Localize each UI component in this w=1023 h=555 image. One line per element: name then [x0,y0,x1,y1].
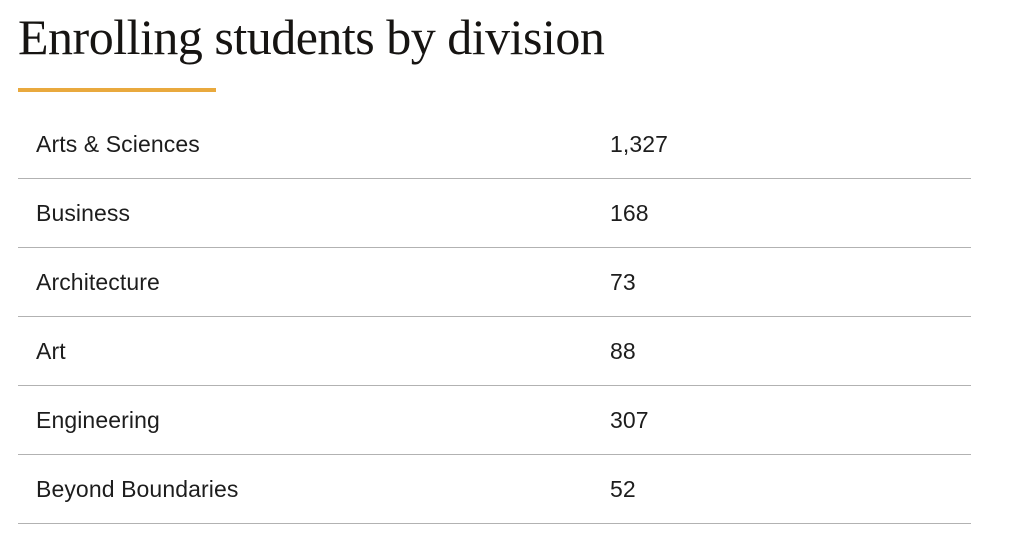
division-label: Business [36,199,131,226]
title-accent-bar [18,88,216,92]
divisions-table: Arts & Sciences 1,327 Business 168 Archi… [18,110,971,524]
division-label: Art [36,337,66,364]
page-title: Enrolling students by division [18,9,605,65]
division-label: Architecture [36,268,160,295]
table-row: Engineering 307 [18,386,971,455]
table-row: Art 88 [18,317,971,386]
enrollment-value: 168 [610,199,649,226]
table-row: Architecture 73 [18,248,971,317]
enrollment-value: 88 [610,337,636,364]
table-row: Arts & Sciences 1,327 [18,110,971,179]
enrollment-value: 307 [610,406,649,433]
table-row: Beyond Boundaries 52 [18,455,971,524]
table-row: Business 168 [18,179,971,248]
enrollment-value: 73 [610,268,636,295]
division-label: Beyond Boundaries [36,475,239,502]
enrollment-value: 1,327 [610,130,669,157]
division-label: Engineering [36,406,160,433]
division-label: Arts & Sciences [36,130,200,157]
enrollment-value: 52 [610,475,636,502]
